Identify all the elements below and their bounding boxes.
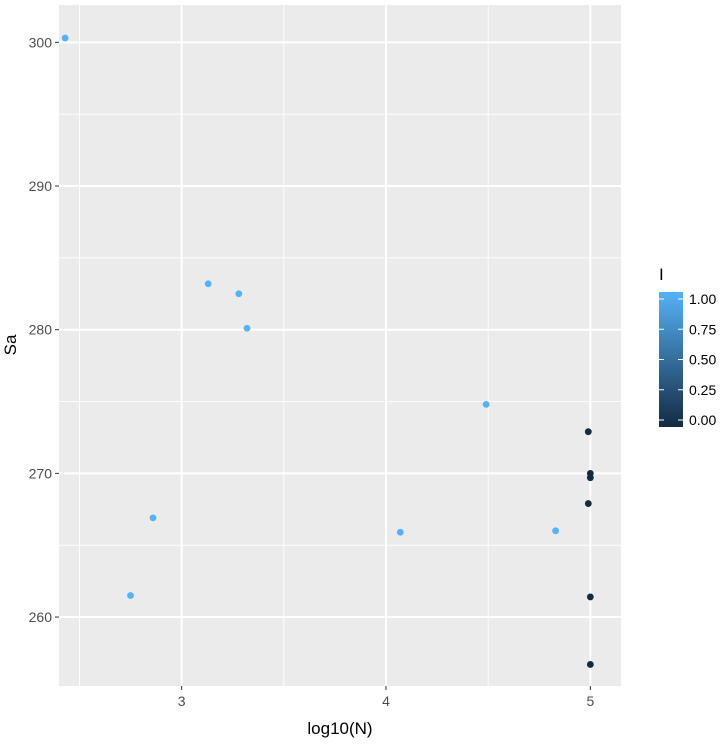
major-grid xyxy=(59,5,621,686)
data-point xyxy=(586,661,594,668)
data-point xyxy=(204,280,212,288)
y-tick-label: 280 xyxy=(29,322,53,338)
data-point xyxy=(552,527,560,535)
x-tick-label: 4 xyxy=(382,693,390,709)
y-tick-label: 270 xyxy=(29,465,53,481)
data-point xyxy=(149,514,157,522)
data-point xyxy=(584,428,592,436)
data-point xyxy=(235,290,243,298)
y-tick-marks xyxy=(55,41,59,618)
data-point xyxy=(482,401,490,408)
data-point xyxy=(243,324,251,332)
data-point xyxy=(396,528,404,536)
legend-labels: 1.00 0.75 0.50 0.25 0.00 xyxy=(689,291,716,428)
y-tick-label: 300 xyxy=(29,34,53,50)
colorbar-legend: I 1.00 0.75 0.50 0.25 0.00 xyxy=(659,265,716,428)
y-tick-label: 260 xyxy=(29,609,53,625)
legend-label: 0.75 xyxy=(689,321,716,337)
y-axis-title: Sa xyxy=(1,334,20,355)
data-points xyxy=(61,34,594,668)
x-tick-marks xyxy=(181,686,591,690)
legend-ticks xyxy=(659,298,683,421)
data-point xyxy=(61,34,69,42)
x-tick-labels: 3 4 5 xyxy=(178,693,595,709)
legend-title: I xyxy=(659,265,664,284)
data-point xyxy=(584,500,592,507)
legend-label: 0.00 xyxy=(689,412,716,428)
x-axis-title: log10(N) xyxy=(307,719,372,738)
minor-grid xyxy=(59,5,621,686)
data-point xyxy=(586,474,594,482)
y-tick-label: 290 xyxy=(29,178,53,194)
data-point xyxy=(586,593,594,601)
legend-label: 1.00 xyxy=(689,291,716,307)
plot-panel xyxy=(59,5,621,686)
legend-label: 0.25 xyxy=(689,382,716,398)
data-point xyxy=(127,592,134,599)
legend-label: 0.50 xyxy=(689,352,716,368)
x-tick-label: 3 xyxy=(178,693,186,709)
y-tick-labels: 260 270 280 290 300 xyxy=(29,34,53,625)
x-tick-label: 5 xyxy=(586,693,594,709)
